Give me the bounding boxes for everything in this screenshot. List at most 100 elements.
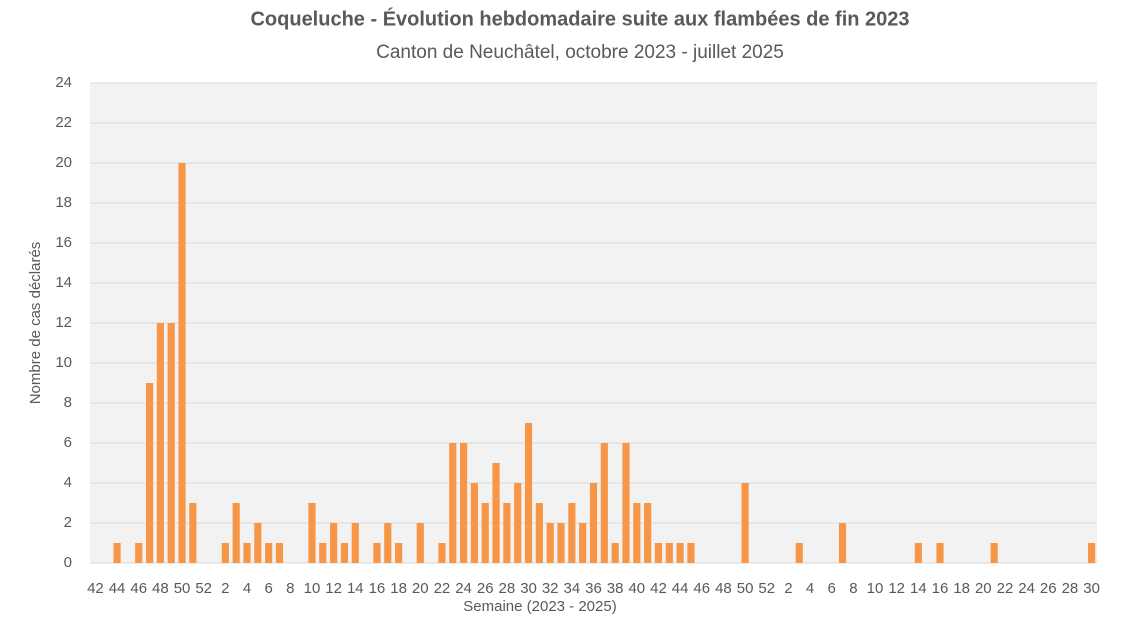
x-tick-label: 50	[174, 580, 191, 597]
x-tick-label: 38	[607, 580, 624, 597]
y-tick-label: 20	[55, 154, 72, 171]
x-tick-label: 32	[542, 580, 559, 597]
x-tick-label: 40	[628, 580, 645, 597]
bar	[167, 323, 175, 563]
x-tick-label: 6	[264, 580, 272, 597]
bar	[687, 543, 695, 563]
x-tick-label: 2	[221, 580, 229, 597]
x-tick-label: 4	[243, 580, 251, 597]
bar	[438, 543, 446, 563]
x-tick-label: 24	[455, 580, 472, 597]
y-tick-label: 12	[55, 314, 72, 331]
y-axis-label: Nombre de cas déclarés	[27, 242, 44, 405]
x-tick-label: 44	[109, 580, 126, 597]
y-tick-label: 0	[64, 554, 72, 571]
y-tick-label: 10	[55, 354, 72, 371]
bar	[373, 543, 381, 563]
bar	[535, 503, 543, 563]
x-tick-label: 4	[806, 580, 814, 597]
bar	[676, 543, 684, 563]
x-tick-label: 46	[130, 580, 147, 597]
bar	[470, 483, 478, 563]
x-tick-label: 8	[286, 580, 294, 597]
x-tick-label: 34	[564, 580, 581, 597]
bar	[330, 523, 338, 563]
bar	[189, 503, 197, 563]
bar	[113, 543, 121, 563]
x-axis-label: Semaine (2023 - 2025)	[463, 598, 616, 615]
bar	[243, 543, 251, 563]
x-tick-label: 28	[1062, 580, 1079, 597]
x-tick-label: 22	[997, 580, 1014, 597]
bar	[232, 503, 240, 563]
x-tick-label: 42	[650, 580, 667, 597]
y-tick-label: 8	[64, 394, 72, 411]
x-tick-label: 10	[304, 580, 321, 597]
x-tick-label: 8	[849, 580, 857, 597]
bar	[308, 503, 316, 563]
y-tick-label: 14	[55, 274, 72, 291]
bar	[503, 503, 511, 563]
bar	[990, 543, 998, 563]
x-tick-label: 20	[975, 580, 992, 597]
x-tick-label: 2	[784, 580, 792, 597]
x-tick-label: 6	[828, 580, 836, 597]
x-tick-label: 52	[195, 580, 212, 597]
x-tick-label: 44	[672, 580, 689, 597]
y-tick-label: 6	[64, 434, 72, 451]
x-tick-label: 36	[585, 580, 602, 597]
bar	[351, 523, 359, 563]
bar	[644, 503, 652, 563]
bar	[622, 443, 630, 563]
x-tick-label: 18	[953, 580, 970, 597]
bar	[838, 523, 847, 563]
x-tick-label: 52	[758, 580, 775, 597]
x-tick-label: 30	[520, 580, 537, 597]
x-tick-label: 22	[434, 580, 451, 597]
bar	[481, 503, 489, 563]
x-tick-label: 26	[477, 580, 494, 597]
x-tick-label: 24	[1018, 580, 1035, 597]
x-tick-label: 18	[390, 580, 407, 597]
x-tick-label: 42	[87, 580, 104, 597]
bar	[1088, 543, 1096, 563]
x-tick-label: 10	[867, 580, 884, 597]
bar	[589, 483, 598, 563]
bar	[611, 543, 619, 563]
bar	[492, 463, 500, 563]
bar	[568, 503, 576, 563]
x-tick-label: 50	[737, 580, 754, 597]
y-tick-label: 18	[55, 194, 72, 211]
bar	[319, 543, 327, 563]
bar	[546, 523, 554, 563]
y-tick-label: 2	[64, 514, 72, 531]
bar	[156, 323, 164, 563]
bar	[265, 543, 273, 563]
x-tick-label: 48	[715, 580, 732, 597]
bar	[145, 383, 154, 563]
bar	[914, 543, 922, 563]
bar	[795, 543, 803, 563]
bar	[254, 523, 262, 563]
bar	[600, 443, 608, 563]
x-tick-label: 16	[369, 580, 386, 597]
y-tick-label: 22	[55, 114, 72, 131]
y-tick-label: 24	[55, 74, 72, 91]
bar	[395, 543, 403, 563]
bar	[741, 483, 749, 563]
bar	[275, 543, 284, 563]
bar	[178, 163, 186, 563]
x-tick-label: 14	[910, 580, 927, 597]
bar	[135, 543, 143, 563]
bar	[384, 523, 392, 563]
bar	[221, 543, 229, 563]
y-tick-label: 4	[64, 474, 72, 491]
chart-title: Coqueluche - Évolution hebdomadaire suit…	[250, 7, 909, 30]
x-tick-label: 30	[1083, 580, 1100, 597]
bar	[524, 423, 533, 563]
bar	[633, 503, 641, 563]
chart-subtitle: Canton de Neuchâtel, octobre 2023 - juil…	[376, 42, 784, 63]
bar	[340, 543, 349, 563]
bar	[514, 483, 522, 563]
